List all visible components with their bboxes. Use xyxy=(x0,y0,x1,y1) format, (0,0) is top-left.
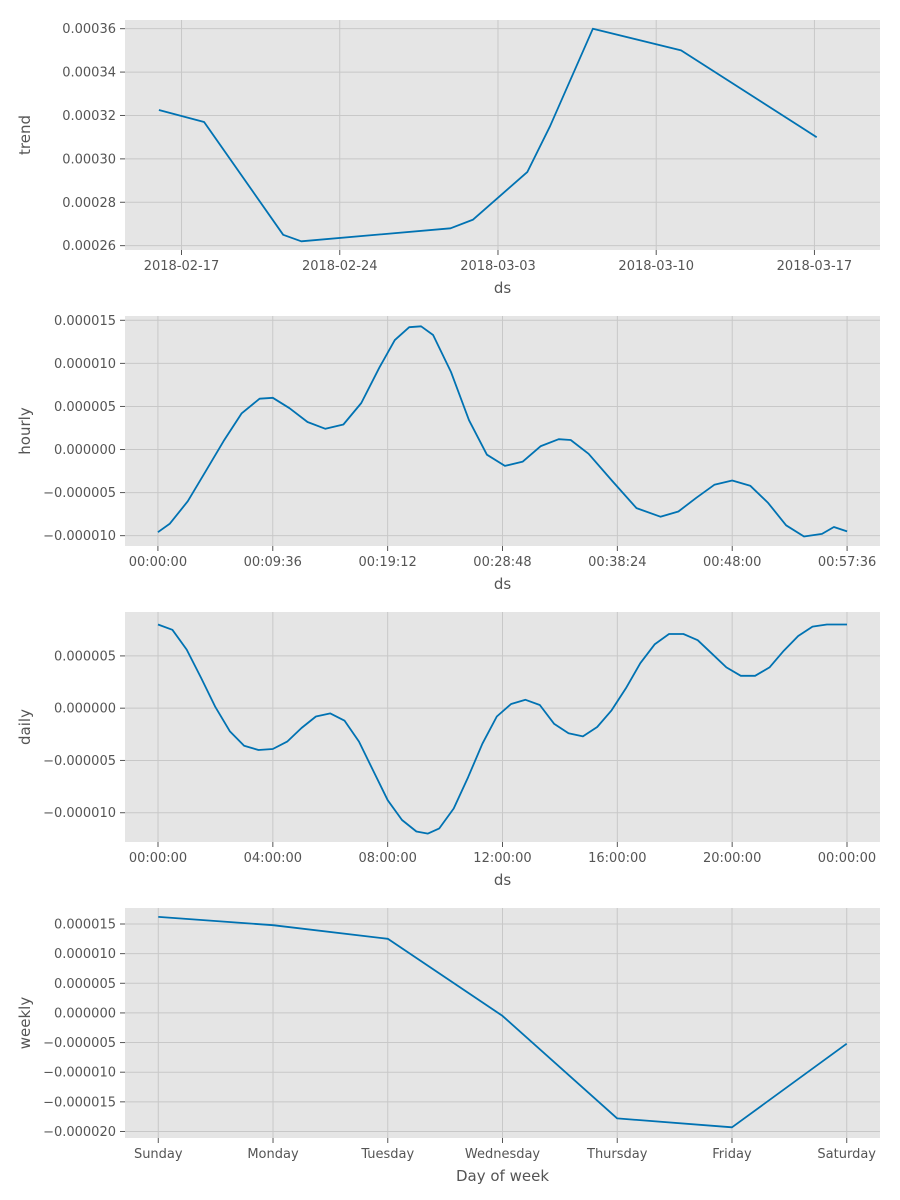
y-tick-label: −0.000005 xyxy=(43,754,116,769)
y-tick-label: 0.000015 xyxy=(54,918,116,933)
x-tick-label: Saturday xyxy=(817,1147,876,1162)
x-tick-label: 00:38:24 xyxy=(588,555,646,570)
series-line-weekly xyxy=(158,916,848,1129)
plot-area xyxy=(125,20,880,250)
x-tick-label: 00:48:00 xyxy=(703,555,761,570)
chart-panel-weekly: Sunday Monday Tuesday Wednesday Thursday Frid… xyxy=(16,908,880,1185)
y-axis-label: daily xyxy=(16,709,34,745)
y-tick-label: 0.00032 xyxy=(62,109,116,124)
x-tick-label: Friday xyxy=(712,1147,752,1162)
y-tick-label: 0.000000 xyxy=(54,1006,116,1021)
x-tick-label: 12:00:00 xyxy=(473,851,531,866)
y-tick-label: 0.000005 xyxy=(54,977,116,992)
series-line-trend xyxy=(158,27,818,243)
x-axis-label: ds xyxy=(494,575,512,593)
x-tick-label: 00:00:00 xyxy=(818,851,876,866)
x-tick-label: 00:57:36 xyxy=(818,555,876,570)
y-tick-label: 0.000000 xyxy=(54,443,116,458)
y-tick-label: −0.000010 xyxy=(43,1066,116,1081)
chart-panel-daily: 00:00:00 04:00:00 08:00:00 12:00:00 16:00:00… xyxy=(16,612,880,889)
x-tick-label: Wednesday xyxy=(465,1147,541,1162)
x-axis-label: Day of week xyxy=(456,1167,549,1185)
x-tick-label: Tuesday xyxy=(360,1147,414,1162)
x-tick-label: Monday xyxy=(247,1147,299,1162)
x-tick-label: 04:00:00 xyxy=(244,851,302,866)
y-tick-label: 0.000000 xyxy=(54,702,116,717)
y-tick-label: 0.000010 xyxy=(54,357,116,372)
chart-panel-trend: 2018-02-17 2018-02-24 2018-03-03 2018-03-10… xyxy=(16,20,880,297)
y-axis-label: hourly xyxy=(16,407,34,455)
y-axis-label: weekly xyxy=(16,997,34,1050)
y-tick-label: 0.000010 xyxy=(54,947,116,962)
y-tick-label: −0.000010 xyxy=(43,529,116,544)
x-tick-label: 2018-02-24 xyxy=(302,259,378,274)
y-tick-label: −0.000020 xyxy=(43,1125,116,1140)
y-tick-label: 0.000005 xyxy=(54,400,116,415)
y-tick-label: −0.000015 xyxy=(43,1095,116,1110)
x-tick-label: 2018-02-17 xyxy=(144,259,220,274)
y-tick-label: −0.000005 xyxy=(43,486,116,501)
y-tick-label: 0.00034 xyxy=(62,66,116,81)
x-tick-label: 00:00:00 xyxy=(129,851,187,866)
x-tick-label: Thursday xyxy=(586,1147,648,1162)
x-tick-label: 2018-03-03 xyxy=(460,259,536,274)
x-tick-label: 08:00:00 xyxy=(358,851,416,866)
x-tick-label: 2018-03-10 xyxy=(618,259,694,274)
x-tick-label: 16:00:00 xyxy=(588,851,646,866)
x-tick-label: 00:28:48 xyxy=(473,555,531,570)
chart-panel-hourly: 00:00:00 00:09:36 00:19:12 00:28:48 00:38:24… xyxy=(16,314,880,593)
y-tick-label: 0.00026 xyxy=(62,239,116,254)
x-axis-label: ds xyxy=(494,279,512,297)
y-axis-label: trend xyxy=(16,115,34,155)
y-tick-label: 0.00030 xyxy=(62,152,116,167)
y-tick-label: 0.000005 xyxy=(54,649,116,664)
x-tick-label: Sunday xyxy=(134,1147,183,1162)
x-axis-label: ds xyxy=(494,871,512,889)
y-tick-label: 0.00036 xyxy=(62,22,116,37)
y-tick-label: 0.000015 xyxy=(54,314,116,329)
x-tick-label: 2018-03-17 xyxy=(777,259,853,274)
x-tick-label: 00:00:00 xyxy=(129,555,187,570)
x-tick-label: 00:09:36 xyxy=(244,555,302,570)
series-line-daily xyxy=(157,623,847,835)
y-tick-label: 0.00028 xyxy=(62,196,116,211)
y-tick-label: −0.000010 xyxy=(43,806,116,821)
series-line-hourly xyxy=(157,325,848,538)
x-tick-label: 00:19:12 xyxy=(358,555,416,570)
x-tick-label: 20:00:00 xyxy=(703,851,761,866)
y-tick-label: −0.000005 xyxy=(43,1036,116,1051)
